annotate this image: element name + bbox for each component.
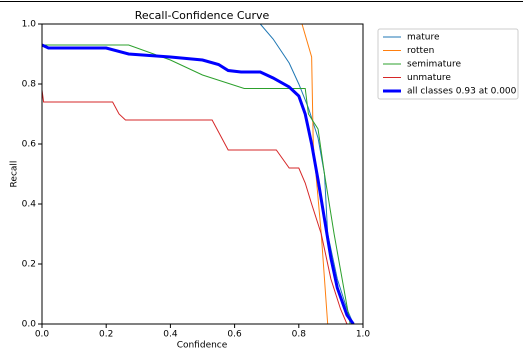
y-tick-label: 0.6 bbox=[22, 140, 37, 150]
y-tick-label: 1.0 bbox=[22, 20, 37, 30]
legend-label: all classes 0.93 at 0.000 bbox=[407, 87, 517, 97]
x-tick-label: 0.0 bbox=[35, 330, 50, 340]
chart-title: Recall-Confidence Curve bbox=[135, 9, 270, 22]
series-line bbox=[301, 24, 329, 324]
legend-box bbox=[377, 28, 519, 100]
y-tick-label: 0.2 bbox=[22, 260, 36, 270]
series-line bbox=[42, 43, 355, 324]
legend-label: rotten bbox=[407, 46, 434, 56]
y-axis-label: Recall bbox=[10, 161, 20, 188]
legend-label: unmature bbox=[407, 73, 451, 83]
series-line bbox=[42, 89, 348, 324]
legend-label: semimature bbox=[407, 60, 462, 70]
y-tick-label: 0.4 bbox=[22, 200, 37, 210]
y-tick-label: 0.0 bbox=[22, 320, 37, 330]
legend-label: mature bbox=[407, 33, 440, 43]
series-line bbox=[259, 24, 354, 324]
plot-lines bbox=[42, 24, 355, 324]
x-tick-label: 0.4 bbox=[163, 330, 178, 340]
series-line bbox=[42, 44, 351, 324]
x-tick-label: 0.8 bbox=[292, 330, 307, 340]
x-tick-label: 0.6 bbox=[227, 330, 242, 340]
plot-frame bbox=[41, 23, 364, 325]
x-tick-label: 0.2 bbox=[99, 330, 113, 340]
y-tick-label: 0.8 bbox=[22, 80, 37, 90]
x-axis-label: Confidence bbox=[177, 341, 228, 349]
x-tick-label: 1.0 bbox=[356, 330, 371, 340]
